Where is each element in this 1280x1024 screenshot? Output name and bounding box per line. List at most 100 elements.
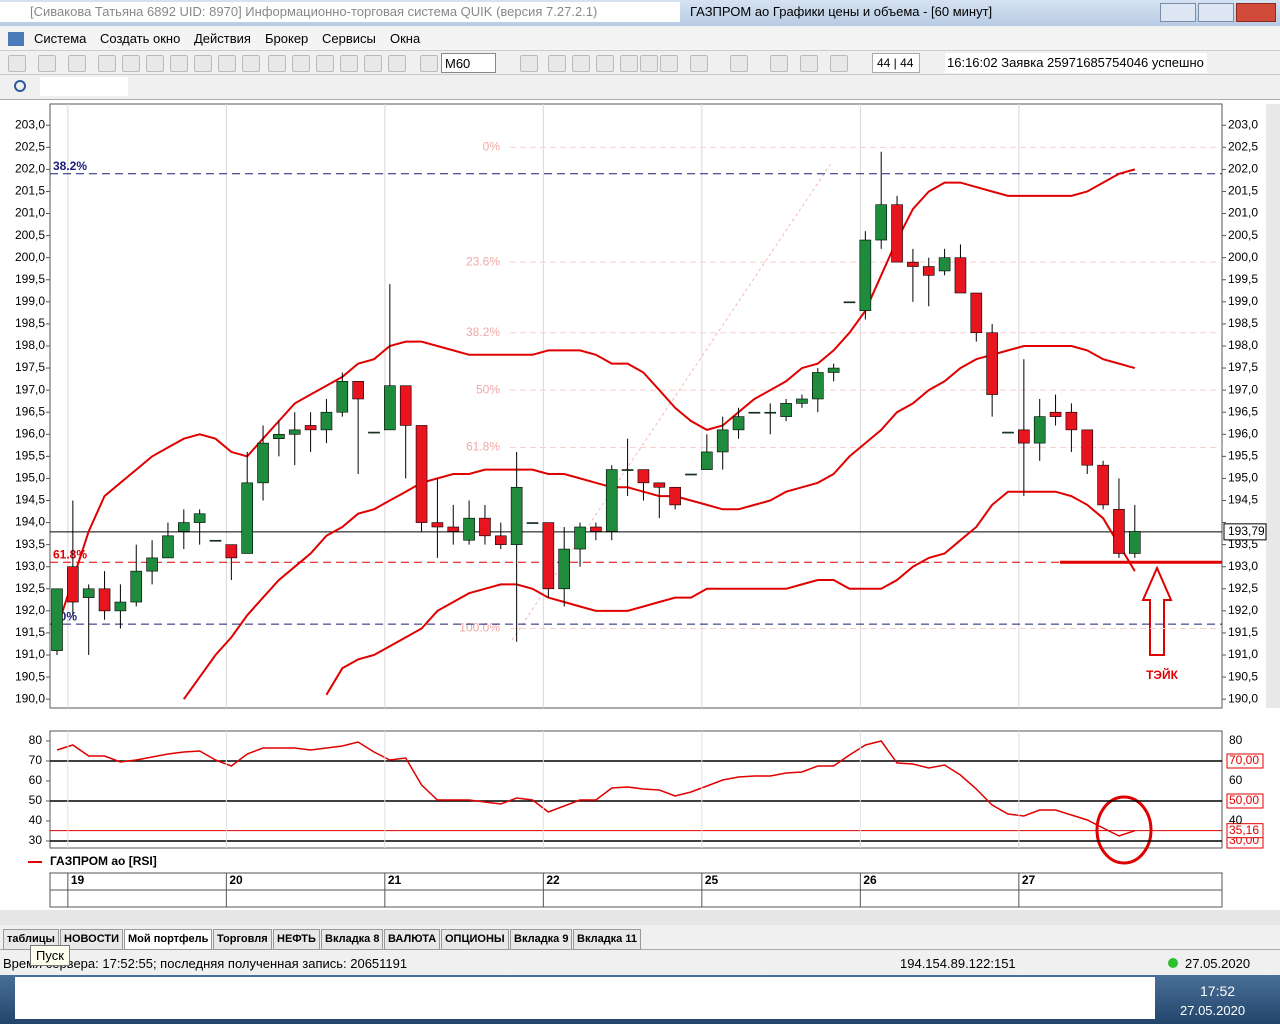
y-tick-label: 193,5 <box>1228 537 1258 551</box>
candle-body <box>494 535 507 545</box>
y-tick-label: 40 <box>29 813 43 827</box>
y-tick-label: 50 <box>29 793 43 807</box>
tool-button[interactable] <box>194 55 212 72</box>
tool-button[interactable] <box>596 55 614 72</box>
tool-button[interactable] <box>520 55 538 72</box>
status-indicator <box>1168 958 1178 968</box>
tool-button[interactable] <box>242 55 260 72</box>
candle-body <box>1129 531 1141 554</box>
maximize-button[interactable] <box>1198 3 1234 22</box>
tool-button[interactable] <box>170 55 188 72</box>
tool-button[interactable] <box>572 55 590 72</box>
tool-button[interactable] <box>388 55 406 72</box>
tool-button[interactable] <box>770 55 788 72</box>
y-tick-label: 202,0 <box>15 162 45 176</box>
menu-item[interactable]: Сервисы <box>322 31 376 46</box>
menu-item[interactable]: Действия <box>194 31 251 46</box>
y-tick-label: 199,0 <box>1228 294 1258 308</box>
candle-body <box>1002 431 1014 434</box>
tool-button[interactable] <box>68 55 86 72</box>
tool-button[interactable] <box>830 55 848 72</box>
tool-button[interactable] <box>620 55 638 72</box>
y-tick-label: 196,5 <box>15 404 45 418</box>
menu-item[interactable]: Создать окно <box>100 31 181 46</box>
tab[interactable]: Мой портфель <box>124 929 213 950</box>
tool-button[interactable] <box>690 55 708 72</box>
y-tick-label: 80 <box>1229 733 1243 747</box>
rsi-level-label: 50,00 <box>1229 793 1259 807</box>
tool-button[interactable] <box>640 55 658 72</box>
candle-body <box>843 301 856 304</box>
tool-button[interactable] <box>122 55 140 72</box>
tool-button[interactable] <box>364 55 382 72</box>
y-tick-label: 195,5 <box>15 449 45 463</box>
y-tick-label: 196,0 <box>15 426 45 440</box>
x-tick-label: 27 <box>1022 873 1036 887</box>
tool-button[interactable] <box>292 55 310 72</box>
candle-body <box>1033 416 1046 444</box>
h-scrollbar[interactable] <box>0 910 1280 925</box>
candle-body <box>463 517 475 541</box>
minimize-button[interactable] <box>1160 3 1196 22</box>
tool-button[interactable] <box>8 55 26 72</box>
candle-body <box>1065 411 1078 431</box>
y-tick-label: 60 <box>29 773 43 787</box>
tab[interactable]: Торговля <box>213 929 272 950</box>
scrollbar[interactable] <box>1266 104 1280 708</box>
tool-button[interactable] <box>548 55 566 72</box>
tab[interactable]: НЕФТЬ <box>273 929 320 950</box>
tab[interactable]: ВАЛЮТА <box>384 929 441 950</box>
last-price-box <box>1223 523 1267 541</box>
close-button[interactable] <box>1236 3 1276 22</box>
tool-button[interactable] <box>800 55 818 72</box>
tool-button[interactable] <box>38 55 56 72</box>
tool-button[interactable] <box>340 55 358 72</box>
tool-button[interactable] <box>218 55 236 72</box>
level-label: 38.2% <box>53 159 87 173</box>
x-tick-label: 20 <box>229 873 243 887</box>
candle-body <box>542 522 555 590</box>
candle-body <box>352 381 364 400</box>
tab[interactable]: ОПЦИОНЫ <box>441 929 509 950</box>
y-tick-label: 202,5 <box>15 139 45 153</box>
tool-button[interactable] <box>660 55 678 72</box>
candle-body <box>922 266 935 276</box>
tab[interactable]: Вкладка 11 <box>573 929 641 950</box>
interval-select[interactable]: M60 <box>441 53 496 73</box>
search-icon[interactable] <box>14 80 26 92</box>
menu-item[interactable]: Брокер <box>265 31 309 46</box>
tool-button[interactable] <box>316 55 334 72</box>
candle-body <box>875 204 888 241</box>
candle-body <box>510 486 523 545</box>
arrow <box>1141 565 1173 656</box>
candle-body <box>1049 411 1062 417</box>
y-tick-label: 194,5 <box>15 493 45 507</box>
counter: 44 | 44 <box>872 53 920 73</box>
y-tick-label: 193,0 <box>15 559 45 573</box>
y-tick-label: 201,5 <box>15 184 45 198</box>
tab[interactable]: Вкладка 8 <box>321 929 384 950</box>
x-tick-label: 26 <box>863 873 877 887</box>
status-date: 27.05.2020 <box>1185 956 1251 971</box>
tab[interactable]: НОВОСТИ <box>60 929 124 950</box>
candle-body <box>558 548 571 590</box>
tab[interactable]: Вкладка 9 <box>510 929 573 950</box>
menu-item[interactable]: Окна <box>390 31 421 46</box>
y-tick-label: 201,0 <box>1228 206 1258 220</box>
candle-body <box>241 482 253 554</box>
tool-button[interactable] <box>268 55 286 72</box>
y-tick-label: 193,5 <box>15 537 45 551</box>
tool-button[interactable] <box>730 55 748 72</box>
tab[interactable]: таблицы <box>3 929 59 950</box>
candle-body <box>447 526 460 532</box>
tool-button[interactable] <box>146 55 164 72</box>
menu-item[interactable]: Система <box>34 31 87 46</box>
y-tick-label: 197,5 <box>15 360 45 374</box>
tool-button[interactable] <box>420 55 438 72</box>
tool-button[interactable] <box>98 55 116 72</box>
rsi-frame <box>49 730 1223 849</box>
candle-body <box>938 257 951 272</box>
y-tick-label: 190,0 <box>15 691 45 705</box>
search-input[interactable] <box>40 77 128 96</box>
